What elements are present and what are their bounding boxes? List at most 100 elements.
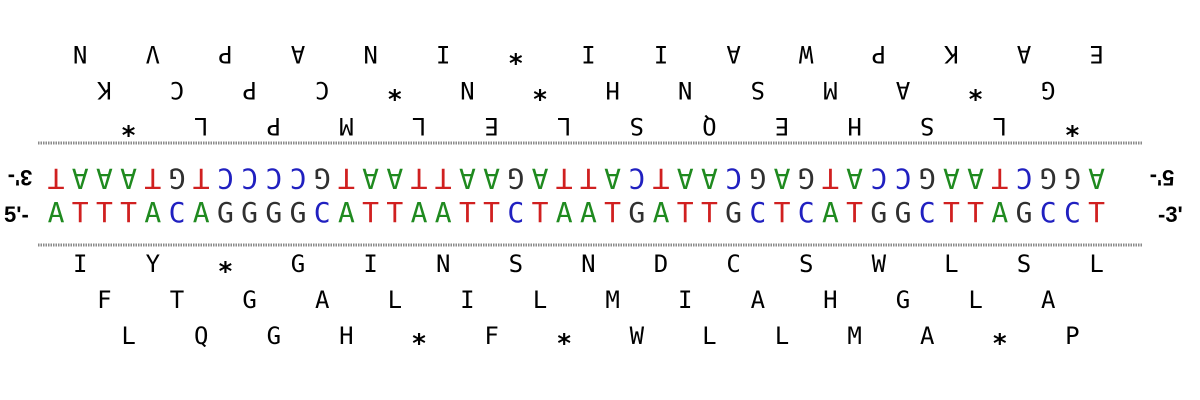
stop-codon-asterisk-icon: * [219,257,233,287]
forward-amino-acid: S [509,250,523,278]
forward-amino-acid: L [388,286,402,314]
reverse-amino-acid: C [315,76,329,104]
reverse-amino-acid: A [895,76,910,104]
reverse-amino-acid: P [218,40,232,68]
reverse-amino-acid: N [73,40,87,68]
reverse-amino-acid: P [242,76,256,104]
forward-nucleotide: T [967,196,984,229]
forward-amino-acid: L [702,322,716,350]
reverse-nucleotide: T [435,162,452,195]
reverse-nucleotide: A [677,162,694,195]
forward-amino-acid: L [944,250,958,278]
reverse-nucleotide: C [628,162,645,195]
forward-nucleotide: T [532,196,549,229]
forward-nucleotide: A [411,196,428,229]
forward-nucleotide: A [580,196,597,229]
forward-nucleotide: G [1016,196,1033,229]
reverse-nucleotide: T [822,162,839,195]
forward-nucleotide: G [725,196,742,229]
reverse-frames: N V P A N I * I I A W P K A EK C P C * N * H N S M A * G* L P M L E L S Q E H… [73,40,1104,151]
forward-amino-acid: S [1017,250,1031,278]
forward-nucleotide: G [241,196,258,229]
forward-nucleotide: A [193,196,210,229]
reverse-amino-acid: N [678,76,692,104]
forward-amino-acid: D [654,250,668,278]
reverse-nucleotide: T [338,162,355,195]
forward-amino-acid: Y [146,250,161,278]
forward-nucleotide: T [774,196,791,229]
forward-amino-acid: H [823,286,837,314]
forward-nucleotide: A [991,196,1008,229]
forward-amino-acid: G [242,286,256,314]
forward-nucleotide: A [144,196,161,229]
reverse-amino-acid: N [363,40,377,68]
forward-amino-acid: F [484,322,498,350]
reverse-nucleotide: T [580,162,597,195]
reverse-nucleotide: T [652,162,669,195]
reverse-amino-acid: C [170,76,184,104]
stop-codon-asterisk-icon: * [533,85,547,115]
reverse-nucleotide: A [96,162,113,195]
reverse-nucleotide: A [386,162,403,195]
forward-nucleotide: T [1088,196,1105,229]
bottom-left-end-label: 5'- [4,202,29,227]
forward-nucleotide: A [48,196,65,229]
reverse-amino-acid: P [872,40,886,68]
forward-nucleotide: C [507,196,524,229]
forward-amino-acid: I [678,286,692,314]
reverse-amino-acid: A [1016,40,1031,68]
forward-amino-acid: A [1041,286,1056,314]
forward-nucleotide: C [314,196,331,229]
reverse-amino-acid: L [412,112,426,140]
forward-nucleotide: T [96,196,113,229]
forward-amino-acid: F [97,286,111,314]
reverse-amino-acid: I [436,40,450,68]
forward-amino-acid: L [533,286,547,314]
reverse-nucleotide: A [967,162,984,195]
reverse-nucleotide: A [459,162,476,195]
forward-amino-acid: P [1065,322,1079,350]
forward-amino-acid: L [1089,250,1103,278]
forward-amino-acid: A [920,322,935,350]
forward-amino-acid: G [267,322,281,350]
reverse-nucleotide: G [919,162,936,195]
forward-amino-acid: S [799,250,813,278]
forward-nucleotide: T [846,196,863,229]
reverse-amino-acid: N [460,76,474,104]
forward-nucleotide: T [120,196,137,229]
reverse-amino-acid: E [1089,40,1103,68]
reverse-amino-acid: A [726,40,741,68]
forward-amino-acid: I [460,286,474,314]
reverse-nucleotide: T [991,162,1008,195]
reverse-nucleotide: C [725,162,742,195]
reverse-amino-acid: S [751,76,765,104]
stop-codon-asterisk-icon: * [412,329,426,359]
forward-amino-acid: N [581,250,595,278]
reverse-nucleotide: C [1016,162,1033,195]
reverse-nucleotide: A [362,162,379,195]
forward-nucleotide: T [386,196,403,229]
forward-frames: I Y * G I N S N D C S W L S LF T G A L I L M I A H G L AL Q G H * F * W L L M… [73,250,1104,359]
stop-codon-asterisk-icon: * [557,329,571,359]
reverse-amino-acid: I [654,40,668,68]
forward-nucleotide: C [749,196,766,229]
stop-codon-asterisk-icon: * [993,329,1007,359]
forward-amino-acid: T [170,286,184,314]
forward-amino-acid: L [121,322,135,350]
stop-codon-asterisk-icon: * [1066,121,1080,151]
reverse-amino-acid: I [581,40,595,68]
reverse-nucleotide: G [749,162,766,195]
reverse-amino-acid: H [847,112,861,140]
reverse-nucleotide: G [507,162,524,195]
reverse-nucleotide: T [410,162,427,195]
forward-amino-acid: M [605,286,619,314]
reverse-amino-acid: S [630,112,644,140]
forward-nucleotide: A [338,196,355,229]
reverse-nucleotide: G [798,162,815,195]
bottom-right-end-label: -3' [1158,202,1183,227]
forward-amino-acid: L [775,322,789,350]
forward-nucleotide: T [362,196,379,229]
